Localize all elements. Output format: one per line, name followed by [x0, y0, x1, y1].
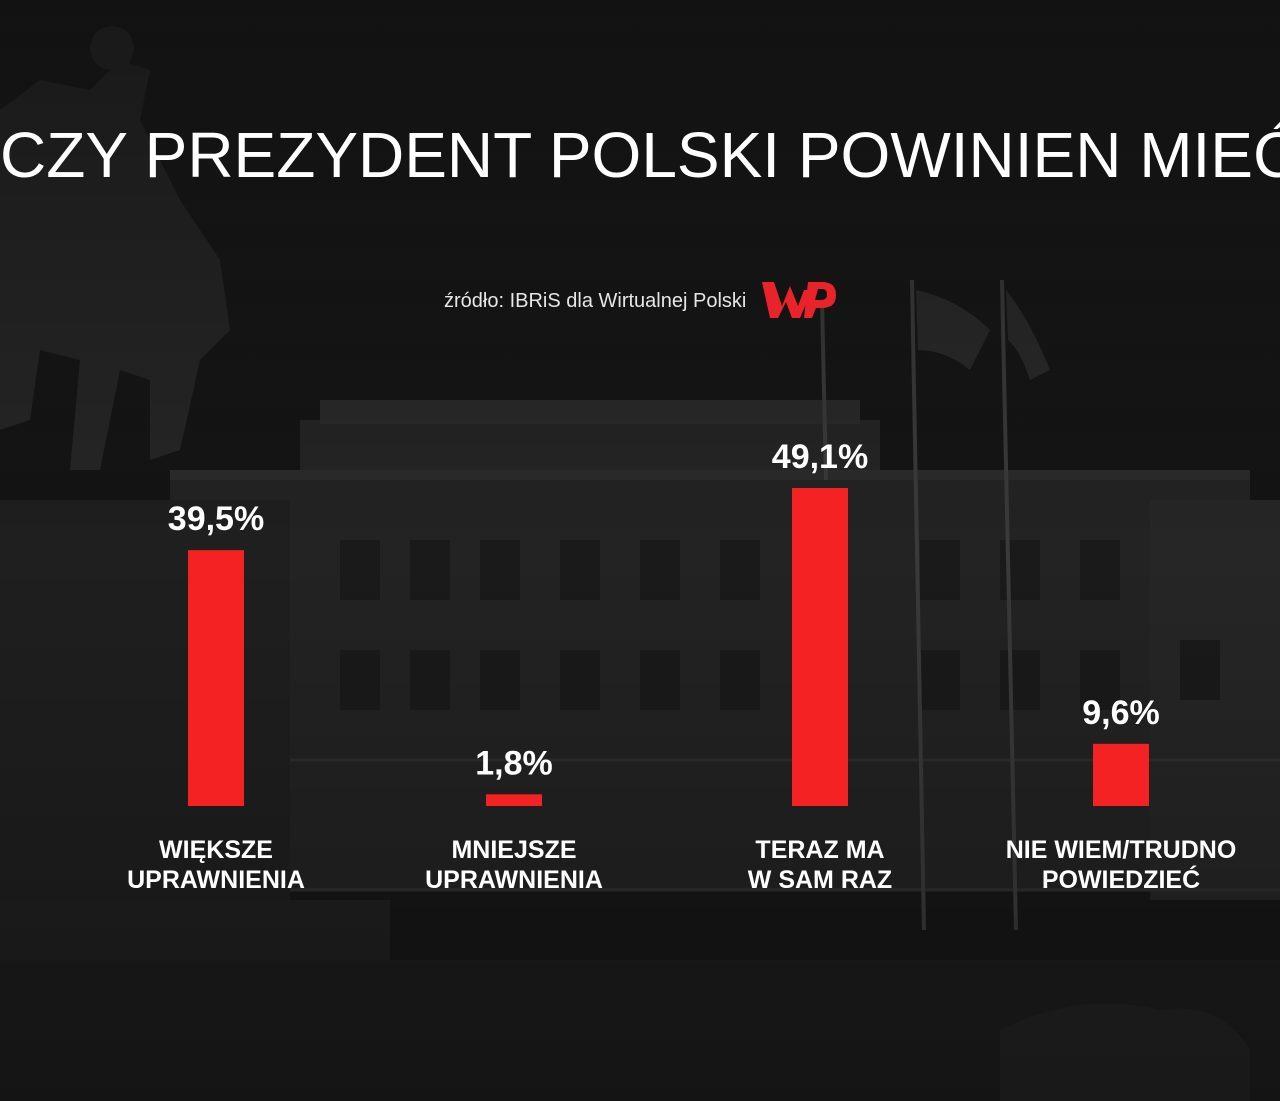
category-label-1-line-1: WIĘKSZE	[159, 836, 273, 864]
bar-2	[486, 794, 542, 806]
category-label-2-line-2: UPRAWNIENIA	[425, 866, 603, 894]
value-label-3: 49,1%	[772, 438, 868, 476]
bar-3	[792, 488, 848, 806]
bar-1	[188, 550, 244, 806]
source-note: źródło: IBRiS dla Wirtualnej Polski	[444, 290, 747, 312]
category-label-4-line-2: POWIEDZIEĆ	[1042, 864, 1200, 894]
category-label-1-line-2: UPRAWNIENIA	[127, 866, 305, 894]
category-label-3-line-2: W SAM RAZ	[748, 866, 892, 894]
value-label-2: 1,8%	[475, 744, 553, 782]
category-label-4-line-1: NIE WIEM/TRUDNO	[1006, 836, 1237, 864]
value-label-1: 39,5%	[168, 500, 264, 538]
value-label-4: 9,6%	[1082, 694, 1160, 732]
bar-4	[1093, 743, 1149, 806]
category-label-3-line-1: TERAZ MA	[755, 836, 884, 864]
category-label-2-line-1: MNIEJSZE	[451, 836, 576, 864]
wp-logo-icon	[762, 282, 836, 318]
chart-title: CZY PREZYDENT POLSKI POWINIEN MIEĆ:	[0, 119, 1280, 191]
